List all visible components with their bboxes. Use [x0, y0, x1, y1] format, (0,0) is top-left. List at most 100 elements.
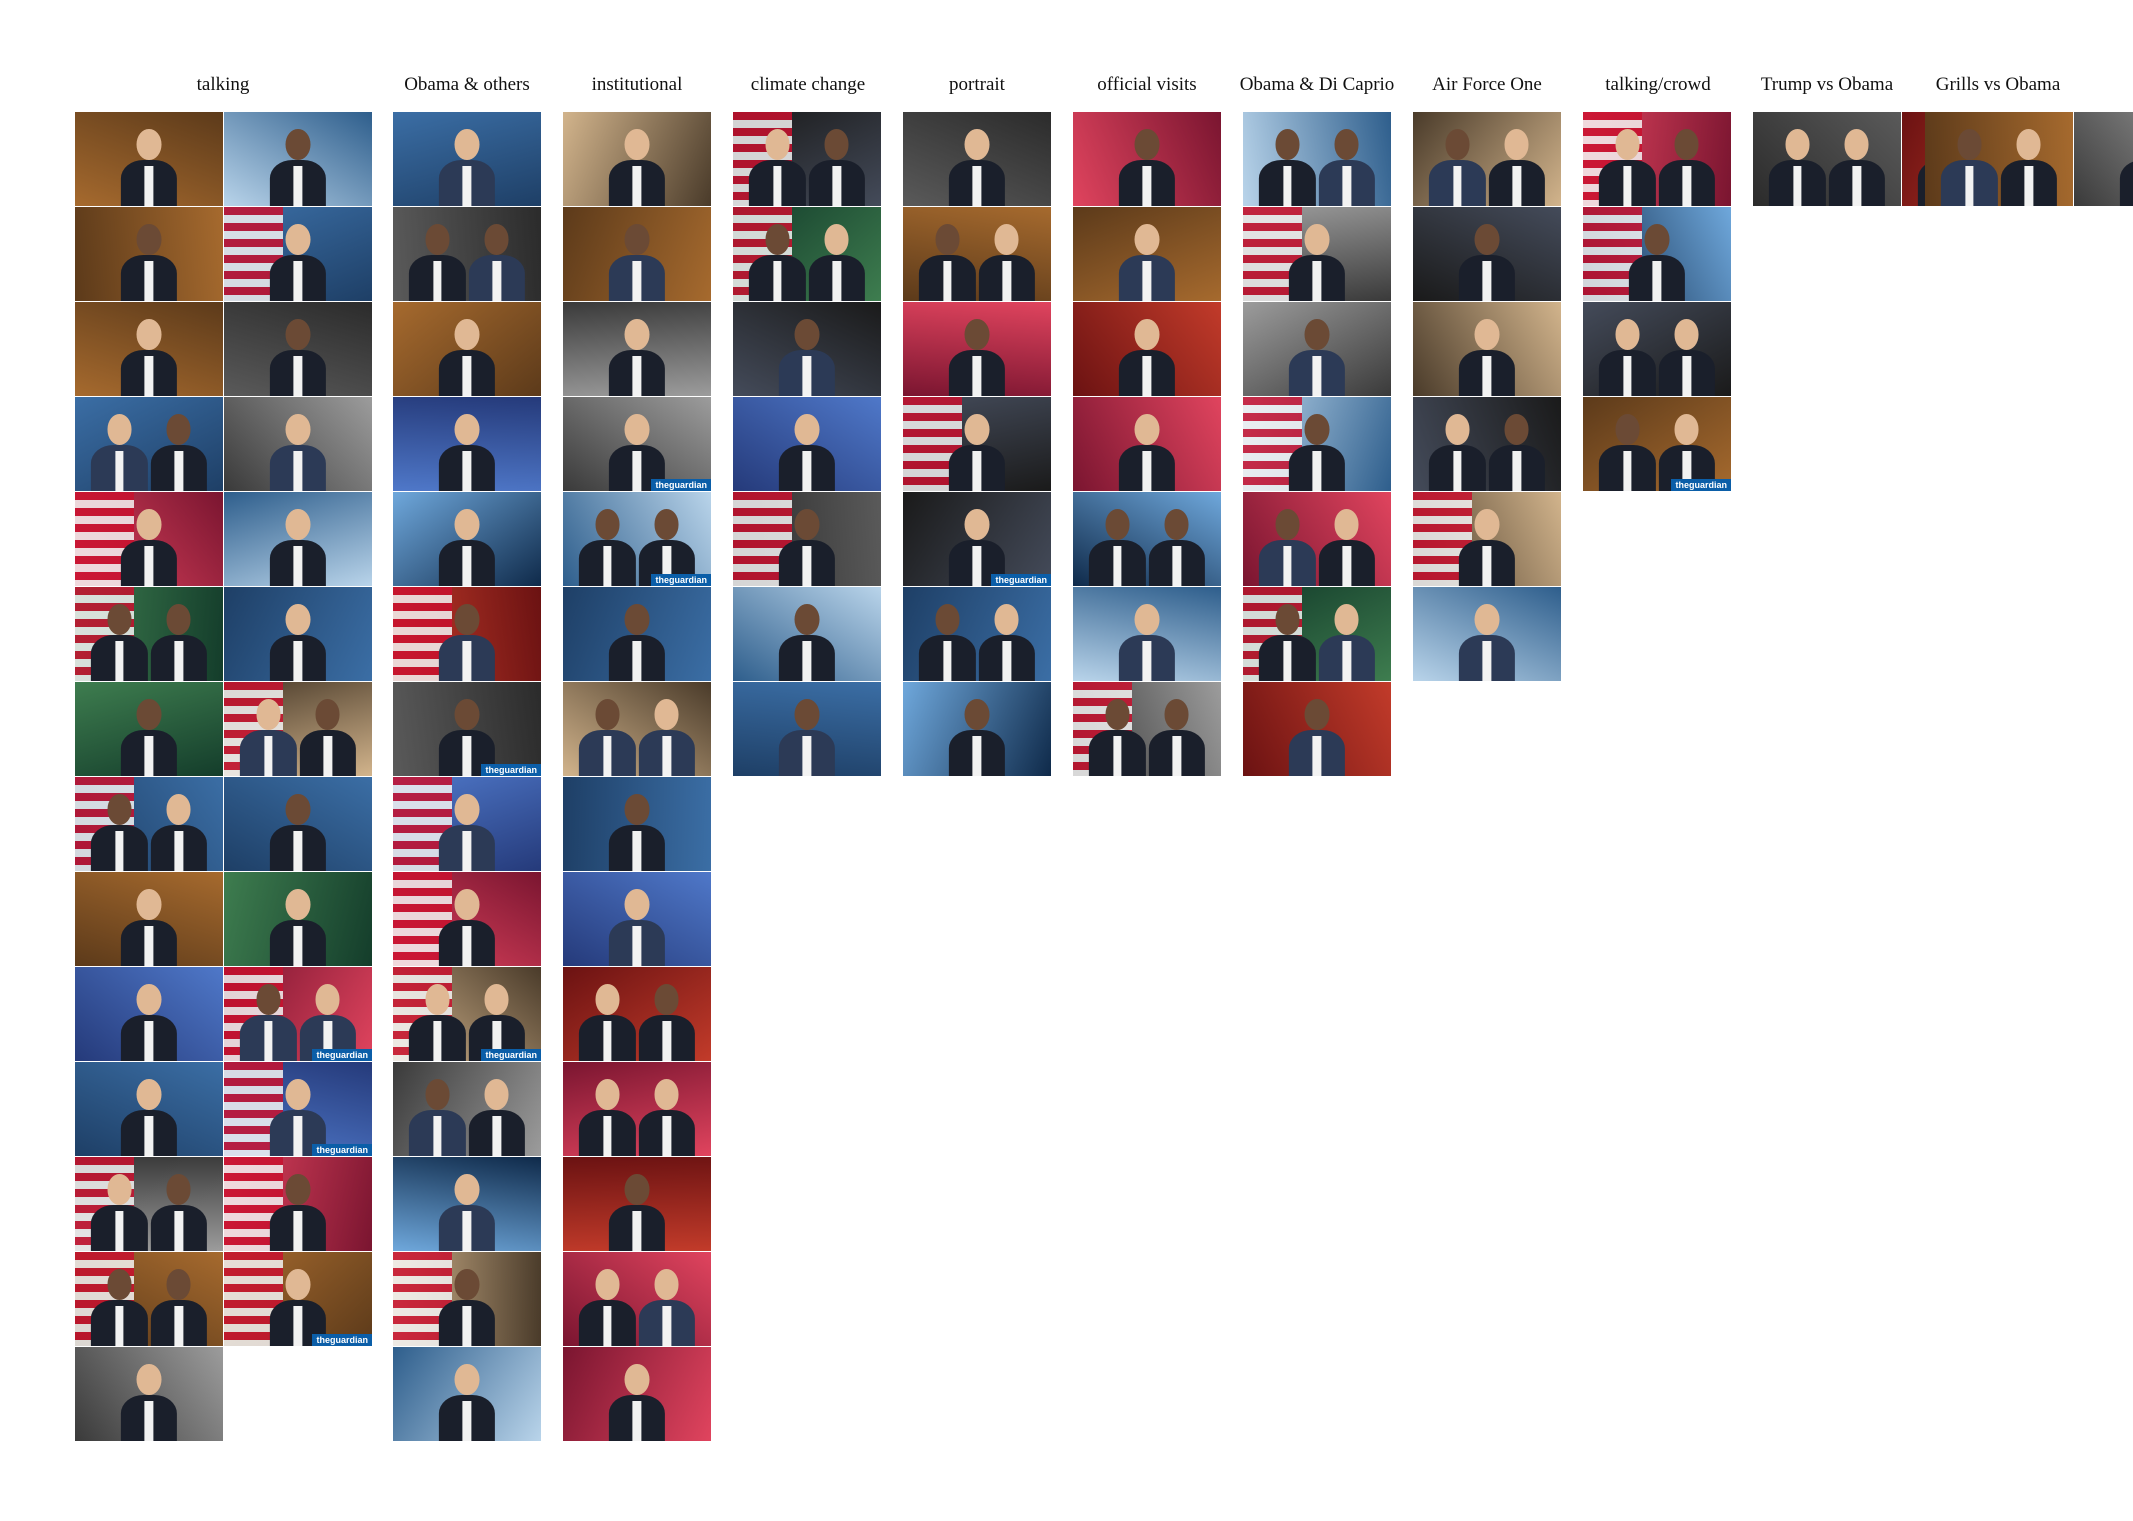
photo-thumbnail[interactable] — [1073, 682, 1221, 776]
photo-thumbnail[interactable] — [75, 1347, 223, 1441]
photo-thumbnail[interactable] — [393, 302, 541, 396]
photo-thumbnail[interactable] — [903, 587, 1051, 681]
photo-thumbnail[interactable]: theguardian — [563, 492, 711, 586]
photo-thumbnail[interactable] — [1753, 112, 1901, 206]
photo-thumbnail[interactable] — [1243, 397, 1391, 491]
photo-thumbnail[interactable] — [75, 1062, 223, 1156]
photo-thumbnail[interactable] — [75, 872, 223, 966]
photo-thumbnail[interactable] — [903, 302, 1051, 396]
photo-thumbnail[interactable] — [733, 207, 881, 301]
photo-thumbnail[interactable] — [1243, 682, 1391, 776]
photo-thumbnail[interactable] — [1073, 587, 1221, 681]
photo-thumbnail[interactable] — [1413, 112, 1561, 206]
photo-thumbnail[interactable] — [733, 112, 881, 206]
person-figure — [438, 793, 496, 871]
photo-thumbnail[interactable] — [75, 682, 223, 776]
photo-thumbnail[interactable] — [1073, 112, 1221, 206]
photo-thumbnail[interactable] — [563, 967, 711, 1061]
photo-thumbnail[interactable] — [903, 112, 1051, 206]
photo-thumbnail[interactable] — [1413, 397, 1561, 491]
photo-thumbnail[interactable]: theguardian — [903, 492, 1051, 586]
photo-thumbnail[interactable] — [75, 967, 223, 1061]
photo-thumbnail[interactable] — [1583, 302, 1731, 396]
photo-thumbnail[interactable] — [224, 492, 372, 586]
photo-thumbnail[interactable]: theguardian — [563, 397, 711, 491]
photo-thumbnail[interactable] — [903, 207, 1051, 301]
photo-thumbnail[interactable] — [1413, 492, 1561, 586]
photo-thumbnail[interactable] — [1583, 207, 1731, 301]
photo-thumbnail[interactable] — [75, 777, 223, 871]
photo-thumbnail[interactable] — [2074, 112, 2133, 206]
photo-thumbnail[interactable] — [1413, 302, 1561, 396]
photo-thumbnail[interactable] — [75, 1252, 223, 1346]
photo-thumbnail[interactable] — [1073, 397, 1221, 491]
photo-thumbnail[interactable] — [75, 302, 223, 396]
photo-thumbnail[interactable] — [563, 682, 711, 776]
photo-thumbnail[interactable] — [1583, 112, 1731, 206]
photo-thumbnail[interactable] — [733, 492, 881, 586]
photo-thumbnail[interactable] — [563, 587, 711, 681]
photo-thumbnail[interactable] — [1243, 492, 1391, 586]
photo-thumbnail[interactable]: theguardian — [1583, 397, 1731, 491]
photo-thumbnail[interactable] — [393, 1252, 541, 1346]
photo-thumbnail[interactable]: theguardian — [393, 682, 541, 776]
photo-thumbnail[interactable] — [563, 872, 711, 966]
photo-thumbnail[interactable] — [563, 1062, 711, 1156]
photo-thumbnail[interactable]: theguardian — [393, 967, 541, 1061]
photo-thumbnail[interactable]: theguardian — [224, 967, 372, 1061]
photo-thumbnail[interactable] — [393, 1157, 541, 1251]
photo-thumbnail[interactable] — [224, 777, 372, 871]
photo-thumbnail[interactable] — [1243, 587, 1391, 681]
photo-thumbnail[interactable] — [393, 587, 541, 681]
photo-thumbnail[interactable] — [1925, 112, 2073, 206]
photo-thumbnail[interactable] — [75, 397, 223, 491]
photo-thumbnail[interactable] — [393, 777, 541, 871]
photo-thumbnail[interactable] — [393, 1062, 541, 1156]
photo-thumbnail[interactable] — [733, 302, 881, 396]
photo-thumbnail[interactable] — [75, 492, 223, 586]
photo-thumbnail[interactable] — [733, 397, 881, 491]
photo-thumbnail[interactable] — [75, 587, 223, 681]
photo-thumbnail[interactable] — [224, 872, 372, 966]
photo-thumbnail[interactable] — [224, 302, 372, 396]
photo-thumbnail[interactable] — [733, 682, 881, 776]
photo-thumbnail[interactable] — [224, 397, 372, 491]
photo-thumbnail[interactable] — [1243, 112, 1391, 206]
person-figure — [1288, 698, 1346, 776]
photo-thumbnail[interactable] — [224, 207, 372, 301]
photo-thumbnail[interactable] — [393, 112, 541, 206]
photo-thumbnail[interactable] — [224, 112, 372, 206]
photo-thumbnail[interactable] — [563, 1347, 711, 1441]
photo-thumbnail[interactable] — [393, 1347, 541, 1441]
photo-thumbnail[interactable] — [563, 302, 711, 396]
photo-thumbnail[interactable] — [733, 587, 881, 681]
photo-thumbnail[interactable] — [224, 682, 372, 776]
photo-thumbnail[interactable] — [563, 207, 711, 301]
photo-thumbnail[interactable]: theguardian — [224, 1252, 372, 1346]
photo-thumbnail[interactable] — [903, 397, 1051, 491]
photo-thumbnail[interactable] — [224, 1157, 372, 1251]
person-figure — [919, 223, 976, 301]
photo-thumbnail[interactable] — [1243, 207, 1391, 301]
photo-thumbnail[interactable] — [393, 492, 541, 586]
photo-thumbnail[interactable] — [224, 587, 372, 681]
photo-thumbnail[interactable]: theguardian — [224, 1062, 372, 1156]
photo-thumbnail[interactable] — [1073, 207, 1221, 301]
photo-thumbnail[interactable] — [393, 397, 541, 491]
photo-thumbnail[interactable] — [1243, 302, 1391, 396]
photo-thumbnail[interactable] — [1073, 492, 1221, 586]
photo-thumbnail[interactable] — [563, 777, 711, 871]
photo-thumbnail[interactable] — [393, 872, 541, 966]
category-title: talking/crowd — [1605, 74, 1711, 95]
photo-thumbnail[interactable] — [563, 1157, 711, 1251]
photo-thumbnail[interactable] — [75, 207, 223, 301]
photo-thumbnail[interactable] — [1413, 207, 1561, 301]
photo-thumbnail[interactable] — [75, 1157, 223, 1251]
photo-thumbnail[interactable] — [903, 682, 1051, 776]
photo-thumbnail[interactable] — [393, 207, 541, 301]
photo-thumbnail[interactable] — [563, 112, 711, 206]
photo-thumbnail[interactable] — [1073, 302, 1221, 396]
photo-thumbnail[interactable] — [75, 112, 223, 206]
photo-thumbnail[interactable] — [563, 1252, 711, 1346]
photo-thumbnail[interactable] — [1413, 587, 1561, 681]
